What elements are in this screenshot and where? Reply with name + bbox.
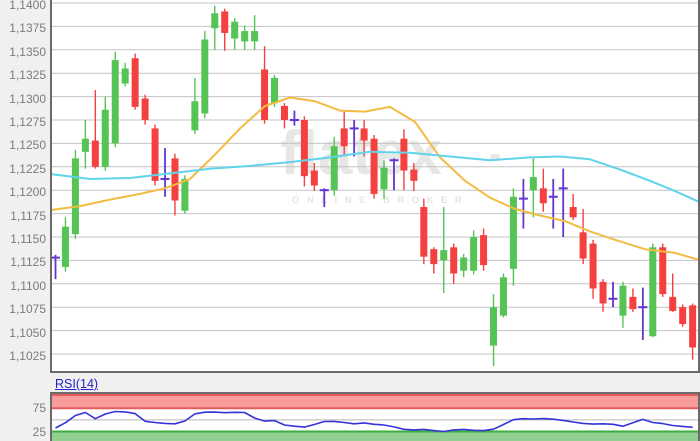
candle-up — [649, 243, 657, 338]
candle-down — [679, 304, 687, 327]
candle-up — [61, 217, 69, 272]
candle-up — [251, 15, 259, 50]
candle-up — [529, 158, 537, 218]
candle-down — [340, 111, 348, 157]
candle-down — [450, 243, 458, 284]
candle-doji — [558, 168, 568, 237]
candlestick-chart[interactable] — [52, 0, 698, 369]
candle-doji — [638, 287, 648, 340]
candle-down — [669, 273, 677, 312]
candle-down — [410, 163, 418, 192]
candle-down — [689, 303, 697, 360]
candle-up — [271, 75, 279, 107]
candle-doji — [349, 120, 359, 157]
candle-down — [599, 279, 607, 312]
candle-up — [71, 149, 79, 239]
candle-up — [121, 62, 129, 87]
rsi-panel[interactable] — [50, 392, 700, 441]
candle-up — [380, 160, 388, 199]
candle-doji — [52, 254, 60, 280]
price-axis-label: 1,1025 — [9, 349, 46, 363]
candle-down — [589, 239, 597, 299]
candle-down — [539, 168, 547, 212]
candle-down — [310, 163, 318, 192]
price-axis-label: 1,1125 — [10, 255, 46, 270]
rsi-line — [55, 410, 693, 433]
rsi-chart[interactable] — [52, 394, 698, 441]
candle-down — [579, 208, 587, 265]
candle-down — [480, 228, 488, 271]
candle-down — [141, 94, 149, 125]
price-axis-label: 1,1325 — [9, 68, 46, 83]
price-axis-label: 1,1375 — [9, 21, 46, 36]
candle-up — [201, 31, 209, 119]
candle-down — [400, 129, 408, 191]
rsi-overbought-band — [52, 394, 698, 409]
candle-up — [111, 51, 119, 148]
candle-down — [569, 193, 577, 221]
candle-down — [370, 134, 378, 199]
rsi-indicator-label[interactable]: RSI(14) — [55, 377, 99, 391]
ma-slow-cyan — [52, 150, 698, 203]
rsi-axis-label: 75 — [32, 401, 46, 416]
watermark-dot-icon — [490, 154, 500, 161]
candle-up — [241, 25, 249, 50]
price-axis-label: 1,1250 — [9, 138, 46, 153]
candle-up — [101, 96, 109, 171]
candle-up — [490, 294, 498, 367]
candle-down — [280, 103, 288, 129]
candle-down — [91, 90, 99, 169]
price-axis-label: 1,1400 — [9, 0, 46, 12]
candle-down — [420, 198, 428, 265]
candle-down — [659, 243, 667, 297]
candle-doji — [608, 281, 618, 308]
price-axis-label: 1,1075 — [9, 302, 46, 317]
price-axis-label: 1,1150 — [10, 232, 46, 246]
candle-down — [629, 288, 637, 312]
candle-up — [211, 5, 219, 50]
candle-down — [430, 247, 438, 274]
price-axis-label: 1,1175 — [10, 208, 46, 223]
price-axis-label: 1,1275 — [9, 115, 46, 129]
candle-up — [499, 273, 507, 318]
candle-up — [231, 17, 239, 50]
watermark-tagline-text: ONLINE BROKER — [292, 195, 470, 206]
ma-fast-orange — [52, 96, 698, 261]
candle-down — [261, 46, 269, 124]
candle-up — [330, 136, 338, 196]
price-axis-label: 1,1050 — [9, 325, 46, 340]
candle-doji — [289, 110, 299, 126]
candle-down — [131, 53, 139, 110]
price-axis-label: 1,1200 — [9, 185, 46, 200]
candle-doji — [548, 178, 558, 229]
candle-up — [470, 230, 478, 275]
candle-up — [81, 120, 89, 169]
candle-doji — [389, 158, 399, 191]
candle-doji — [319, 188, 329, 208]
price-axis-label: 1,1350 — [9, 44, 46, 59]
price-axis-label: 1,1300 — [9, 91, 46, 106]
candle-down — [360, 120, 368, 157]
candle-up — [191, 77, 199, 135]
rsi-oversold-band — [52, 431, 698, 441]
candle-up — [460, 253, 468, 278]
price-axis-label: 1,1225 — [9, 161, 46, 176]
price-chart-panel[interactable]: flatex ONLINE BROKER — [50, 0, 700, 373]
candle-up — [619, 281, 627, 328]
candle-down — [300, 116, 308, 187]
candle-down — [221, 8, 229, 51]
candle-up — [440, 207, 448, 294]
candle-doji — [518, 178, 528, 229]
candle-up — [509, 188, 517, 286]
rsi-axis-label: 25 — [32, 424, 46, 439]
price-axis-label: 1,1100 — [10, 278, 46, 293]
